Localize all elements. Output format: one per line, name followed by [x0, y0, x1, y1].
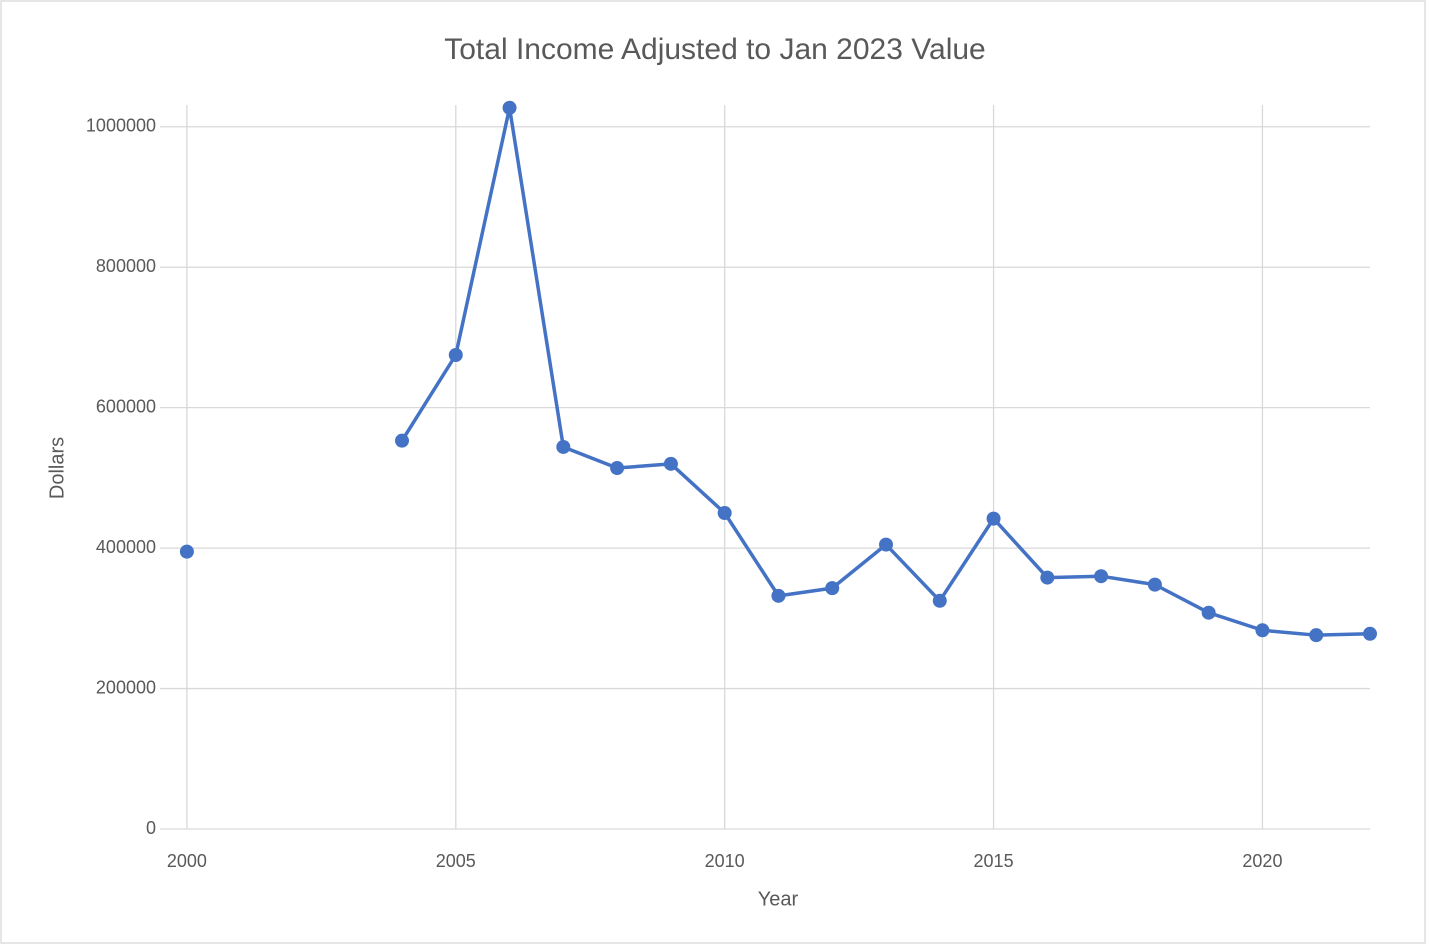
data-point: [179, 544, 194, 559]
x-tick-label: 2010: [705, 851, 745, 871]
data-point: [1147, 577, 1162, 592]
data-point: [663, 456, 678, 471]
data-point: [502, 100, 517, 115]
data-point: [771, 588, 786, 603]
x-axis-label: Year: [758, 888, 799, 910]
data-point: [448, 347, 463, 362]
data-point: [986, 511, 1001, 526]
data-point: [879, 537, 893, 552]
y-tick-label: 600000: [96, 396, 156, 416]
data-point: [717, 505, 732, 520]
y-tick-label: 200000: [96, 677, 156, 697]
data-point: [932, 593, 947, 608]
data-point: [395, 433, 409, 448]
x-tick-label: 2000: [167, 851, 207, 871]
chart-title: Total Income Adjusted to Jan 2023 Value: [444, 33, 985, 66]
x-tick-label: 2020: [1242, 851, 1282, 871]
data-point: [1363, 626, 1377, 641]
data-point: [1094, 569, 1109, 584]
x-tick-label: 2005: [436, 851, 476, 871]
data-point: [556, 439, 571, 454]
data-point: [1040, 570, 1055, 585]
data-point: [1309, 628, 1324, 643]
y-tick-label: 400000: [96, 537, 156, 557]
data-point: [825, 581, 840, 596]
data-point: [1201, 605, 1216, 620]
data-point: [610, 461, 625, 476]
y-axis-label: Dollars: [46, 437, 68, 499]
y-tick-label: 1000000: [86, 116, 156, 136]
y-tick-label: 0: [146, 818, 156, 838]
y-tick-label: 800000: [96, 256, 156, 276]
data-point: [1255, 623, 1270, 638]
x-tick-label: 2015: [974, 851, 1014, 871]
